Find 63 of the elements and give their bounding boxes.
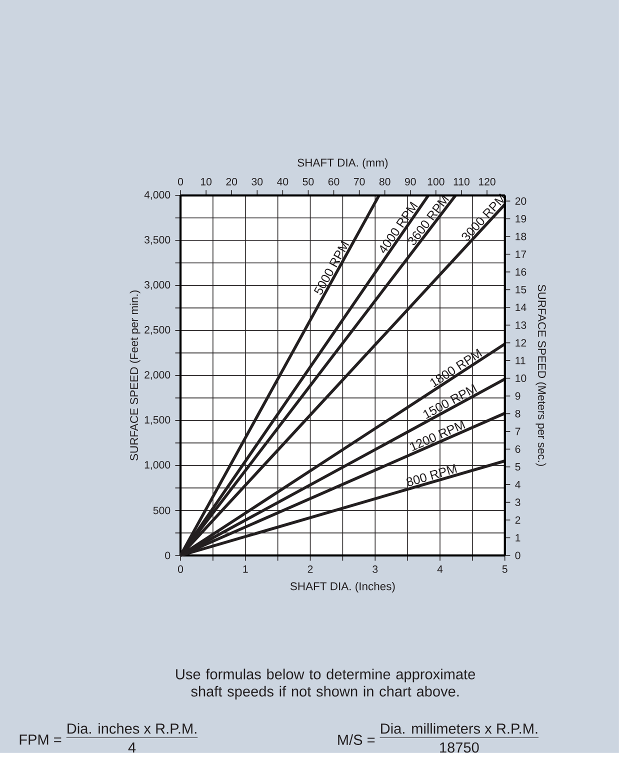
y2-tick-label: 5 xyxy=(515,463,520,471)
x2-tick-label: 70 xyxy=(354,178,365,186)
text: M/S = xyxy=(338,734,375,745)
y-tick-label: 4,000 xyxy=(144,191,170,200)
text: FPM = xyxy=(20,734,62,745)
x2-tick-label: 80 xyxy=(379,178,390,186)
x2-tick-label: 50 xyxy=(302,178,314,186)
x2-tick-label: 0 xyxy=(178,178,184,186)
x-tick-label: 5 xyxy=(502,565,508,573)
y2-tick-label: 7 xyxy=(515,428,520,436)
y-tick-label: 1,000 xyxy=(144,461,170,470)
y-tick-label: 3,000 xyxy=(144,281,170,290)
y2-tick-label: 9 xyxy=(515,392,520,400)
y2-tick-label: 4 xyxy=(515,480,520,488)
y2-tick-label: 2 xyxy=(515,516,520,524)
x2-tick-label: 20 xyxy=(226,178,238,186)
x2-tick-label: 100 xyxy=(428,178,444,186)
y-tick-label: 0 xyxy=(165,552,170,560)
y2-tick-label: 12 xyxy=(516,339,526,347)
y2-tick-label: 3 xyxy=(515,498,520,506)
text: 800 RPM xyxy=(406,464,458,486)
x2-tick-label: 120 xyxy=(479,178,496,186)
x2-tick-label: 10 xyxy=(201,178,212,186)
text: 18750 xyxy=(440,742,479,753)
text: 1200 RPM xyxy=(410,420,466,452)
y-tick-label: 3,500 xyxy=(144,236,170,245)
y-axis-title: SURFACE SPEED (Feet per min.) xyxy=(130,290,140,460)
x-tick-label: 1 xyxy=(243,565,248,573)
y2-tick-label: 8 xyxy=(515,410,520,418)
text: Use formulas below to determine approximate shaft speeds if not shown in chart above. xyxy=(176,668,476,700)
y-tick-label: 1,500 xyxy=(144,416,170,425)
y2-tick-label: 15 xyxy=(516,286,526,294)
x2-tick-label: 40 xyxy=(277,178,288,186)
y2-tick-label: 19 xyxy=(516,215,526,223)
x2-axis-title: SHAFT DIA. (mm) xyxy=(298,158,388,169)
x2-tick-label: 60 xyxy=(328,178,340,186)
y2-tick-label: 0 xyxy=(515,552,520,560)
y2-tick-label: 1 xyxy=(516,534,520,542)
y2-tick-label: 10 xyxy=(516,374,526,382)
y2-tick-label: 13 xyxy=(516,321,526,329)
x-tick-label: 3 xyxy=(372,565,378,573)
y2-tick-label: 17 xyxy=(516,250,526,258)
y-tick-label: 2,500 xyxy=(144,326,170,335)
y2-tick-label: 20 xyxy=(515,197,526,205)
y-tick-label: 2,000 xyxy=(144,371,170,380)
x-tick-label: 0 xyxy=(178,565,184,573)
text: Dia. inches x R.P.M. xyxy=(68,723,196,734)
y2-tick-label: 6 xyxy=(515,445,520,453)
y-tick-label: 500 xyxy=(153,506,170,514)
x-tick-label: 2 xyxy=(308,565,313,573)
y2-tick-label: 18 xyxy=(516,232,526,240)
text: Dia. millimeters x R.P.M. xyxy=(381,723,538,734)
x2-tick-label: 110 xyxy=(454,178,470,186)
y2-tick-label: 11 xyxy=(516,356,526,364)
text: 4 xyxy=(128,742,136,753)
y2-tick-label: 14 xyxy=(516,304,526,312)
text: 5000 RPM xyxy=(314,240,350,295)
x-tick-label: 4 xyxy=(437,565,443,573)
y2-tick-label: 16 xyxy=(516,268,526,276)
x-axis-title: SHAFT DIA. (Inches) xyxy=(290,582,395,592)
x2-tick-label: 90 xyxy=(405,178,416,186)
x2-tick-label: 30 xyxy=(252,178,263,186)
y2-axis-title: SURFACE SPEED (Meters per sec.) xyxy=(536,284,546,466)
